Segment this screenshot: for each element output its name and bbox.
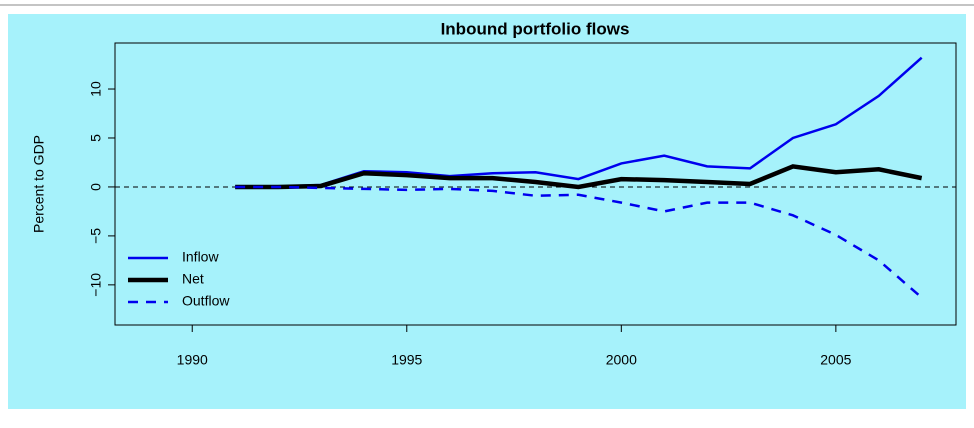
y-tick-label: 5 xyxy=(88,134,104,142)
x-tick-label: 1995 xyxy=(391,352,422,368)
plot-background xyxy=(8,14,966,409)
plot-frame xyxy=(114,42,957,326)
x-tick-label: 2000 xyxy=(606,352,637,368)
x-tick-label: 2005 xyxy=(820,352,851,368)
y-tick-label: 0 xyxy=(88,183,104,191)
x-tick-label: 1990 xyxy=(177,352,208,368)
series-line xyxy=(235,164,923,190)
chart-title: Inbound portfolio flows xyxy=(441,19,630,38)
legend-label: Outflow xyxy=(182,293,230,309)
y-tick-label: 10 xyxy=(88,81,104,97)
y-tick-label: −5 xyxy=(88,228,104,244)
legend-label: Inflow xyxy=(182,249,219,265)
legend-label: Net xyxy=(182,271,204,287)
series-line xyxy=(235,185,923,299)
y-tick-label: −10 xyxy=(88,273,104,297)
y-axis-label: Percent to GDP xyxy=(31,135,47,233)
